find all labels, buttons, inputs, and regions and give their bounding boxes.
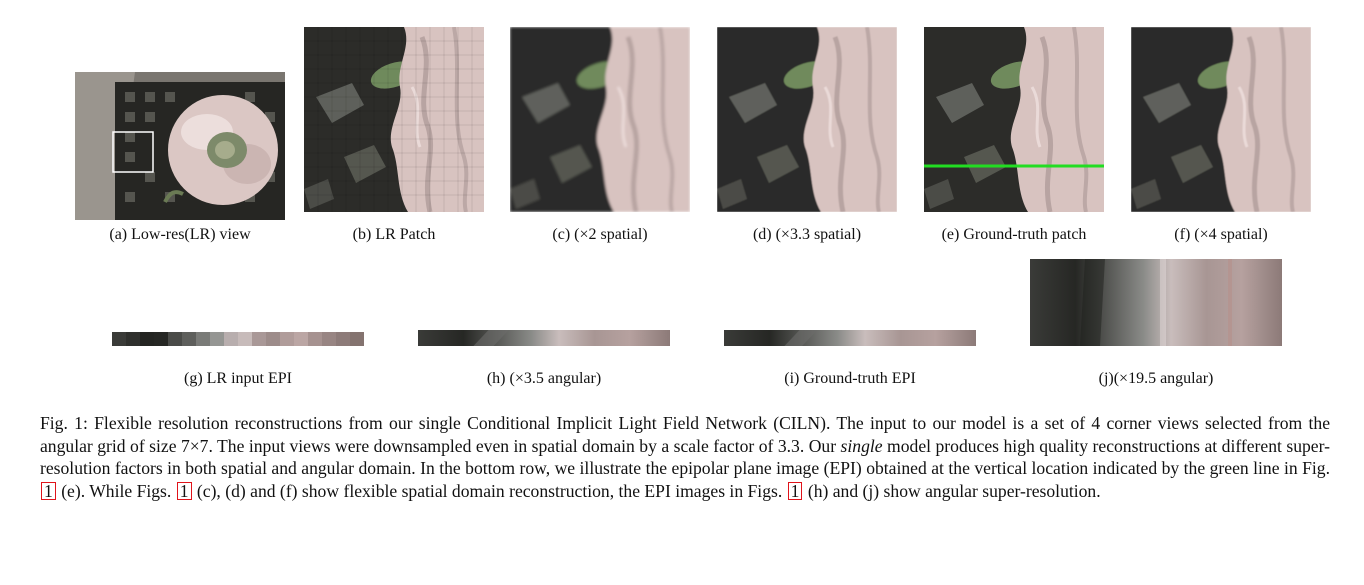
image-ground-truth-epi xyxy=(724,330,976,346)
label-h: (h) (×3.5 angular) xyxy=(486,370,602,387)
image-x3-5-angular-epi xyxy=(418,330,670,346)
label-i: (i) Ground-truth EPI xyxy=(784,370,916,387)
image-x2-spatial xyxy=(510,27,690,212)
label-g: (g) LR input EPI xyxy=(184,370,292,387)
caption-prefix: Fig. 1: Flexible resolution reconstructi… xyxy=(40,413,1330,456)
caption-emphasis: single xyxy=(840,435,883,456)
label-j: (j)(×19.5 angular) xyxy=(1098,370,1214,387)
figure-caption: Fig. 1: Flexible resolution reconstructi… xyxy=(40,412,1330,502)
caption-mid: model produces high quality reconstructi… xyxy=(40,435,1330,479)
label-b: (b) LR Patch xyxy=(352,226,436,243)
caption-part-cdf: (c), (d) and (f) show flexible spatial d… xyxy=(192,480,787,501)
label-a: (a) Low-res(LR) view xyxy=(109,226,251,243)
caption-part-e: (e). While Figs. xyxy=(56,480,176,501)
image-x3-3-spatial xyxy=(717,27,897,212)
image-lr-input-epi xyxy=(112,332,364,346)
label-c: (c) (×2 spatial) xyxy=(552,226,648,243)
image-x4-spatial xyxy=(1131,27,1311,212)
image-lr-patch xyxy=(304,27,484,212)
figure-ref-link[interactable]: 1 xyxy=(41,481,56,500)
caption-part-end: (h) and (j) show angular super-resolutio… xyxy=(803,480,1101,501)
image-x19-5-angular-epi xyxy=(1030,259,1282,346)
figure-ref-link[interactable]: 1 xyxy=(787,481,803,500)
label-d: (d) (×3.3 spatial) xyxy=(752,226,862,243)
image-low-res-view xyxy=(75,72,285,220)
label-f: (f) (×4 spatial) xyxy=(1174,226,1268,243)
figure-ref-link[interactable]: 1 xyxy=(176,481,192,500)
image-ground-truth-patch xyxy=(924,27,1104,212)
label-e: (e) Ground-truth patch xyxy=(941,226,1087,243)
